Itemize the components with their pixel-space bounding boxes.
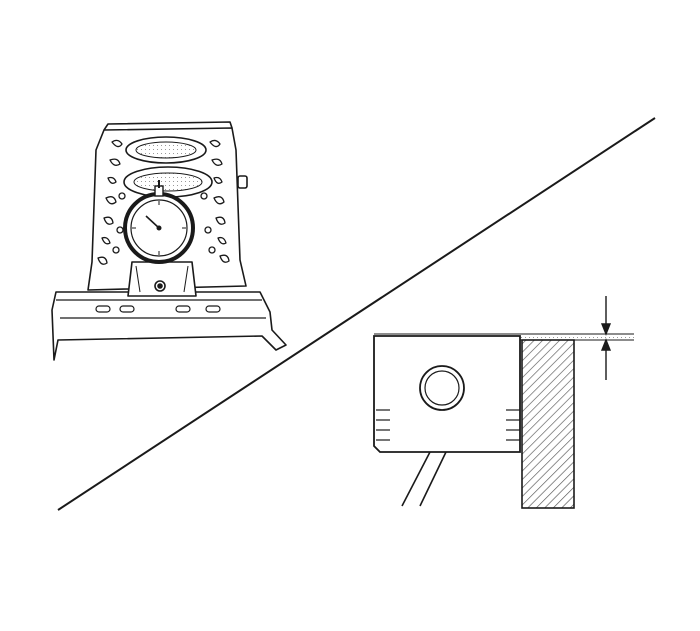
- piston-body: [373, 335, 521, 453]
- cylinder-wall-section: [521, 339, 575, 509]
- dial-indicator-gauge: [123, 180, 195, 264]
- gauge-needle: [145, 215, 160, 229]
- diagonal-divider-line: [57, 117, 656, 511]
- connecting-rod: [401, 451, 447, 507]
- protrusion-dimension-arrows: [600, 296, 612, 380]
